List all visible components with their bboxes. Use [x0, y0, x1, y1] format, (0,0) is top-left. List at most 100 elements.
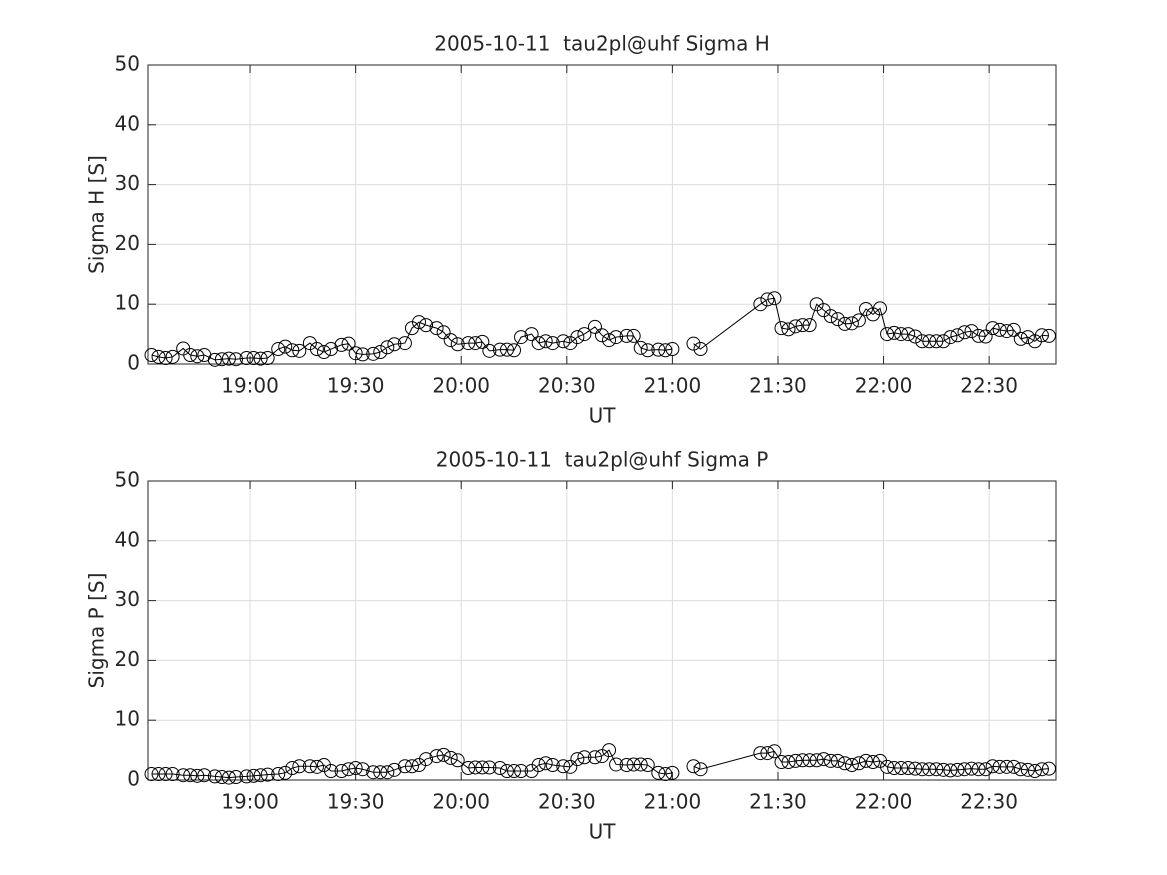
data-point	[830, 753, 845, 768]
data-point	[348, 761, 363, 776]
data-point	[880, 327, 895, 342]
data-point	[587, 750, 602, 765]
data-point	[823, 309, 838, 324]
data-point	[461, 761, 476, 776]
data-point	[1013, 331, 1028, 346]
data-point	[221, 351, 236, 366]
data-point	[246, 768, 261, 783]
data-point	[285, 343, 300, 358]
y-tick-label: 10	[115, 707, 140, 731]
y-tick-label: 20	[115, 647, 140, 671]
data-point	[795, 753, 810, 768]
data-point	[443, 333, 458, 348]
data-point	[436, 747, 451, 762]
data-point	[587, 319, 602, 334]
y-tick-label: 30	[115, 171, 140, 195]
data-point	[144, 348, 159, 363]
data-point	[609, 330, 624, 345]
data-point	[978, 762, 993, 777]
y-axis-label: Sigma H [S]	[85, 155, 109, 274]
data-point	[971, 328, 986, 343]
data-point	[999, 759, 1014, 774]
data-point	[1006, 322, 1021, 337]
data-point	[355, 347, 370, 362]
data-point	[397, 759, 412, 774]
data-point	[531, 758, 546, 773]
data-point	[429, 749, 444, 764]
data-point	[908, 329, 923, 344]
data-point	[176, 768, 191, 783]
data-point	[767, 744, 782, 759]
x-tick-label: 22:30	[960, 790, 1018, 814]
data-point	[271, 767, 286, 782]
data-point	[545, 336, 560, 351]
data-point	[253, 351, 268, 366]
data-point	[658, 767, 673, 782]
data-point	[556, 759, 571, 774]
data-point	[788, 319, 803, 334]
data-point	[221, 770, 236, 785]
data-point	[475, 334, 490, 349]
data-point	[651, 765, 666, 780]
data-point	[341, 762, 356, 777]
data-point	[1006, 759, 1021, 774]
data-point	[373, 345, 388, 360]
data-line	[151, 321, 673, 361]
data-point	[207, 769, 222, 784]
data-point	[851, 313, 866, 328]
x-tick-label: 20:00	[432, 374, 490, 398]
data-point	[165, 767, 180, 782]
data-point	[943, 763, 958, 778]
data-line	[693, 750, 1050, 772]
data-point	[214, 770, 229, 785]
data-point	[619, 328, 634, 343]
data-point	[292, 343, 307, 358]
data-point	[753, 746, 768, 761]
data-point	[239, 351, 254, 366]
data-point	[823, 753, 838, 768]
data-point	[809, 753, 824, 768]
data-point	[468, 760, 483, 775]
data-point	[324, 764, 339, 779]
data-point	[595, 328, 609, 343]
data-point	[943, 330, 958, 345]
data-point	[665, 765, 680, 780]
data-point	[1020, 330, 1035, 345]
data-point	[577, 327, 592, 342]
data-point	[538, 756, 553, 771]
chart-title: 2005-10-11 tau2pl@uhf Sigma H	[434, 32, 770, 56]
data-point	[165, 349, 180, 364]
data-point	[570, 330, 585, 345]
x-tick-label: 22:30	[960, 374, 1018, 398]
x-axis-label: UT	[589, 820, 617, 844]
data-point	[190, 349, 205, 364]
data-point	[922, 762, 937, 777]
data-point	[964, 324, 979, 339]
data-point	[760, 292, 775, 307]
data-point	[492, 342, 507, 357]
data-point	[302, 759, 317, 774]
data-point	[348, 346, 363, 361]
y-axis-label: Sigma P [S]	[85, 573, 109, 689]
data-point	[380, 340, 395, 355]
data-point	[971, 762, 986, 777]
data-point	[190, 768, 205, 783]
data-point	[908, 761, 923, 776]
data-point	[936, 762, 951, 777]
data-point	[1034, 762, 1049, 777]
data-point	[246, 351, 261, 366]
data-point	[1013, 762, 1028, 777]
data-point	[443, 750, 458, 765]
data-point	[429, 321, 444, 336]
data-point	[602, 333, 617, 348]
data-point	[507, 343, 522, 358]
data-point	[858, 301, 873, 316]
data-point	[228, 770, 243, 785]
data-point	[658, 343, 673, 358]
data-point	[556, 334, 571, 349]
data-point	[514, 330, 529, 345]
data-point	[260, 767, 275, 782]
y-tick-label: 20	[115, 231, 140, 255]
x-tick-label: 21:30	[749, 790, 807, 814]
y-tick-label: 40	[115, 527, 140, 551]
